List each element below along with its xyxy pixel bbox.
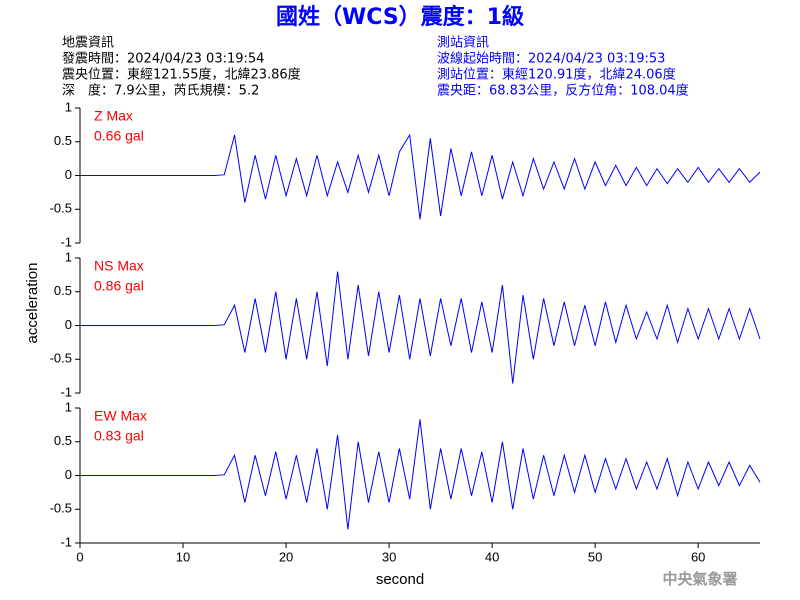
y-tick-label: 0 bbox=[65, 167, 72, 182]
panel-label: NS Max bbox=[94, 258, 144, 274]
info-left: 發震時間：2024/04/23 03:19:54 bbox=[62, 52, 264, 67]
info-left: 地震資訊 bbox=[62, 36, 114, 51]
info-right: 波線起始時間：2024/04/23 03:19:53 bbox=[437, 51, 665, 67]
x-tick-label: 20 bbox=[279, 549, 293, 564]
y-tick-label: -0.5 bbox=[50, 201, 72, 216]
watermark: 中央氣象署 bbox=[662, 570, 737, 588]
panel-label: EW Max bbox=[94, 408, 147, 424]
y-tick-label: -1 bbox=[60, 384, 72, 399]
y-tick-label: 0.5 bbox=[54, 133, 72, 148]
y-tick-label: -0.5 bbox=[50, 351, 72, 366]
waveform bbox=[80, 419, 761, 530]
y-tick-label: 0 bbox=[65, 467, 72, 482]
x-tick-label: 10 bbox=[176, 549, 190, 564]
x-tick-label: 60 bbox=[691, 549, 705, 564]
y-tick-label: 1 bbox=[65, 399, 72, 414]
x-tick-label: 0 bbox=[76, 549, 83, 564]
panel-label: Z Max bbox=[94, 108, 133, 124]
info-left: 深 度：7.9公里，芮氏規模：5.2 bbox=[62, 83, 259, 99]
panel-max: 0.83 gal bbox=[94, 428, 144, 444]
info-right: 震央距：68.83公里，反方位角：108.04度 bbox=[437, 83, 689, 99]
info-left: 震央位置：東經121.55度，北緯23.86度 bbox=[62, 67, 301, 83]
x-tick-label: 50 bbox=[588, 549, 602, 564]
x-tick-label: 40 bbox=[485, 549, 499, 564]
y-tick-label: 0.5 bbox=[54, 283, 72, 298]
y-tick-label: 1 bbox=[65, 99, 72, 114]
panel-max: 0.86 gal bbox=[94, 278, 144, 294]
panel-max: 0.66 gal bbox=[94, 128, 144, 144]
y-tick-label: 0 bbox=[65, 317, 72, 332]
waveform bbox=[80, 133, 761, 220]
x-tick-label: 30 bbox=[382, 549, 396, 564]
y-axis-label: acceleration bbox=[24, 263, 41, 344]
chart-title: 國姓（WCS）震度：1級 bbox=[276, 4, 524, 30]
y-tick-label: -1 bbox=[60, 534, 72, 549]
x-axis-label: second bbox=[376, 571, 424, 588]
y-tick-label: 0.5 bbox=[54, 433, 72, 448]
y-tick-label: -0.5 bbox=[50, 501, 72, 516]
info-right: 測站資訊 bbox=[437, 36, 489, 51]
info-right: 測站位置：東經120.91度，北緯24.06度 bbox=[437, 67, 676, 83]
y-tick-label: -1 bbox=[60, 234, 72, 249]
y-tick-label: 1 bbox=[65, 249, 72, 264]
waveform bbox=[80, 271, 761, 384]
